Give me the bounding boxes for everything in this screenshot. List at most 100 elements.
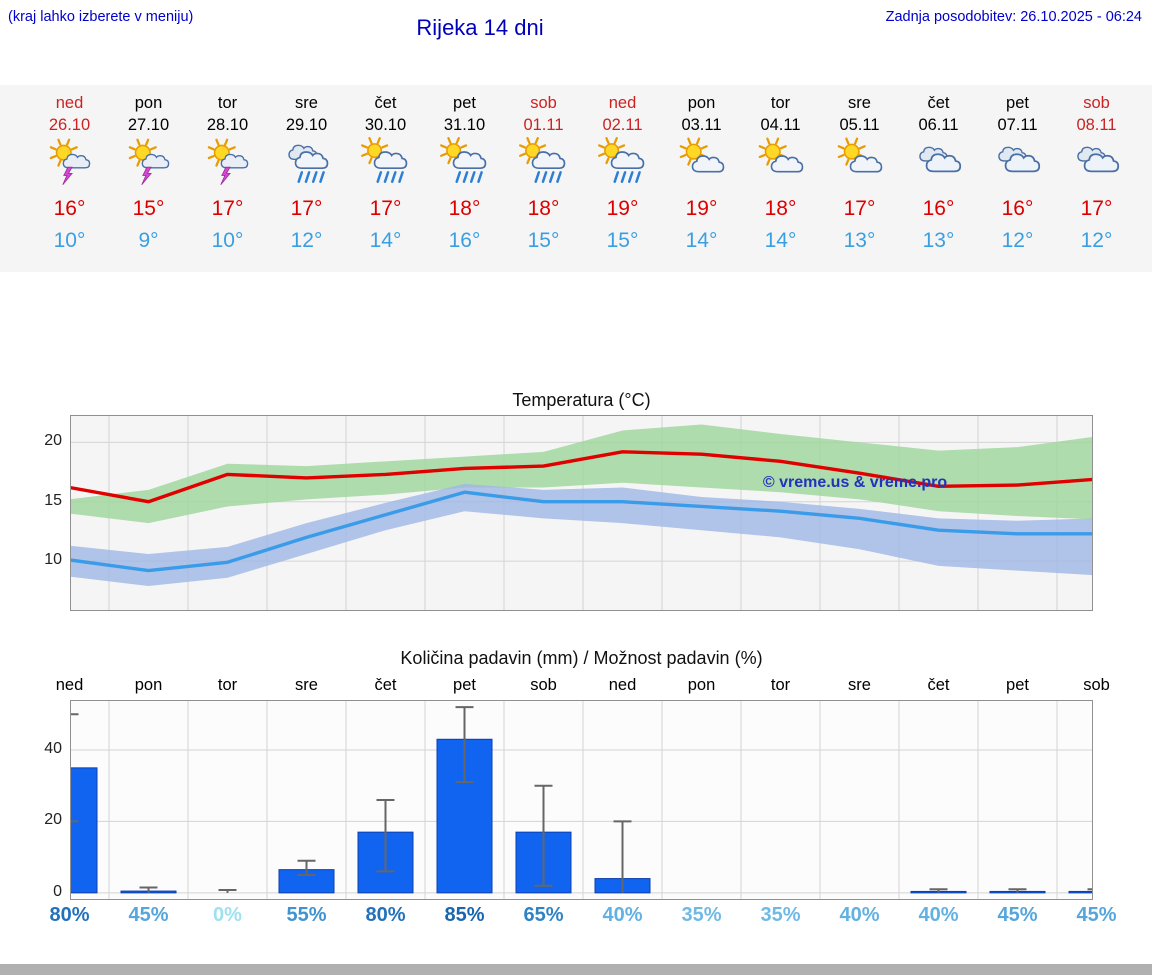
day-date: 05.11 <box>839 116 880 134</box>
day-name: ned <box>55 94 84 112</box>
day-name: pet <box>453 94 476 112</box>
temp-ytick-label: 15 <box>44 491 62 509</box>
day-name: sob <box>1083 94 1110 112</box>
day-high-temp: 15° <box>132 197 165 220</box>
forecast-day-1: ned 26.10 16° 10° <box>30 92 109 270</box>
temp-ytick-label: 10 <box>44 551 62 569</box>
precip-probability: 85% <box>444 904 485 926</box>
precipitation-chart-title: Količina padavin (mm) / Možnost padavin … <box>400 648 763 668</box>
day-name: sre <box>848 94 871 112</box>
temperature-chart: © vreme.us & vreme.pro <box>70 415 1093 611</box>
day-name: ned <box>608 94 637 112</box>
forecast-day-11: sre 05.11 17° 13° <box>820 92 899 270</box>
day-high-temp: 17° <box>843 197 876 220</box>
precip-probability: 55% <box>286 904 327 926</box>
min-temperature-line <box>70 490 1093 573</box>
day-icon-wrap <box>188 136 267 193</box>
day-date: 08.11 <box>1076 116 1117 134</box>
sun-rain-icon <box>518 137 565 183</box>
day-icon-wrap <box>978 136 1057 193</box>
precip-day-label: ned <box>55 676 84 694</box>
precip-probability: 80% <box>49 904 90 926</box>
forecast-day-2: pon 27.10 15° 9° <box>109 92 188 270</box>
day-low-temp: 15° <box>606 229 639 252</box>
day-date: 04.11 <box>760 116 801 134</box>
day-name: sre <box>295 94 318 112</box>
day-date: 30.10 <box>364 116 407 134</box>
day-name: pon <box>134 94 163 112</box>
precip-day-label: čet <box>927 676 950 694</box>
menu-hint: (kraj lahko izberete v meniju) <box>8 9 194 25</box>
precip-day-label: sob <box>530 676 557 694</box>
footer-bar <box>0 964 1152 975</box>
cloud-icon <box>997 146 1040 173</box>
precip-bar <box>70 767 98 894</box>
day-high-temp: 16° <box>53 197 86 220</box>
sun-cloud-icon <box>679 137 724 173</box>
precip-day-label: pon <box>687 676 716 694</box>
precip-probability: 40% <box>918 904 959 926</box>
sun-rain-icon <box>439 137 486 183</box>
precip-probability: 45% <box>1076 904 1117 926</box>
sun-storm-icon <box>207 138 248 186</box>
day-date: 31.10 <box>443 116 486 134</box>
day-high-temp: 18° <box>764 197 797 220</box>
day-name: pet <box>1006 94 1029 112</box>
precip-day-labels-row: ned pon tor sre čet pet sob ned pon tor sre čet pet s… <box>30 676 1136 695</box>
sun-storm-icon <box>49 138 90 186</box>
precip-day-label: čet <box>374 676 397 694</box>
cloud-icon <box>1076 146 1119 173</box>
day-icon-wrap <box>662 136 741 193</box>
day-icon-wrap <box>1057 136 1136 193</box>
day-date: 03.11 <box>681 116 722 134</box>
rain-icon <box>287 144 328 183</box>
day-date: 06.11 <box>918 116 959 134</box>
day-low-temp: 13° <box>922 229 955 252</box>
day-name: pon <box>687 94 716 112</box>
precip-probability: 45% <box>128 904 169 926</box>
day-low-temp: 14° <box>369 229 402 252</box>
day-low-temp: 15° <box>527 229 560 252</box>
watermark-link[interactable]: © vreme.us & vreme.pro <box>763 474 948 491</box>
day-name: čet <box>927 94 950 112</box>
precip-day-label: sre <box>295 676 318 694</box>
precip-day-label: ned <box>608 676 637 694</box>
precip-probability: 35% <box>760 904 801 926</box>
forecast-day-8: ned 02.11 19° 15° <box>583 92 662 270</box>
day-name: sob <box>530 94 557 112</box>
precip-day-label: sre <box>848 676 871 694</box>
day-high-temp: 16° <box>1001 197 1034 220</box>
day-high-temp: 18° <box>527 197 560 220</box>
day-date: 29.10 <box>285 116 328 134</box>
precip-day-label: tor <box>217 676 238 694</box>
day-date: 07.11 <box>997 116 1038 134</box>
day-low-temp: 10° <box>53 229 86 252</box>
day-icon-wrap <box>504 136 583 193</box>
max-temperature-range-band <box>70 424 1093 524</box>
precip-probability: 45% <box>997 904 1038 926</box>
precipitation-chart <box>70 700 1093 900</box>
day-name: tor <box>770 94 791 112</box>
day-low-temp: 14° <box>764 229 797 252</box>
forecast-day-13: pet 07.11 16° 12° <box>978 92 1057 270</box>
day-low-temp: 12° <box>1001 229 1034 252</box>
page-title: Rijeka 14 dni <box>416 15 544 40</box>
day-high-temp: 18° <box>448 197 481 220</box>
forecast-day-9: pon 03.11 19° 14° <box>662 92 741 270</box>
forecast-day-12: čet 06.11 16° 13° <box>899 92 978 270</box>
day-high-temp: 17° <box>290 197 323 220</box>
precip-day-label: pon <box>134 676 163 694</box>
sun-cloud-icon <box>758 137 803 173</box>
day-name: čet <box>374 94 397 112</box>
day-icon-wrap <box>583 136 662 193</box>
day-icon-wrap <box>425 136 504 193</box>
day-date: 01.11 <box>523 116 564 134</box>
precip-probability: 0% <box>213 904 242 926</box>
forecast-day-3: tor 28.10 17° 10° <box>188 92 267 270</box>
day-low-temp: 9° <box>138 229 159 252</box>
day-high-temp: 17° <box>1080 197 1113 220</box>
precip-probability: 65% <box>523 904 564 926</box>
day-low-temp: 14° <box>685 229 718 252</box>
precip-bar <box>1068 890 1093 894</box>
precip-day-label: sob <box>1083 676 1110 694</box>
